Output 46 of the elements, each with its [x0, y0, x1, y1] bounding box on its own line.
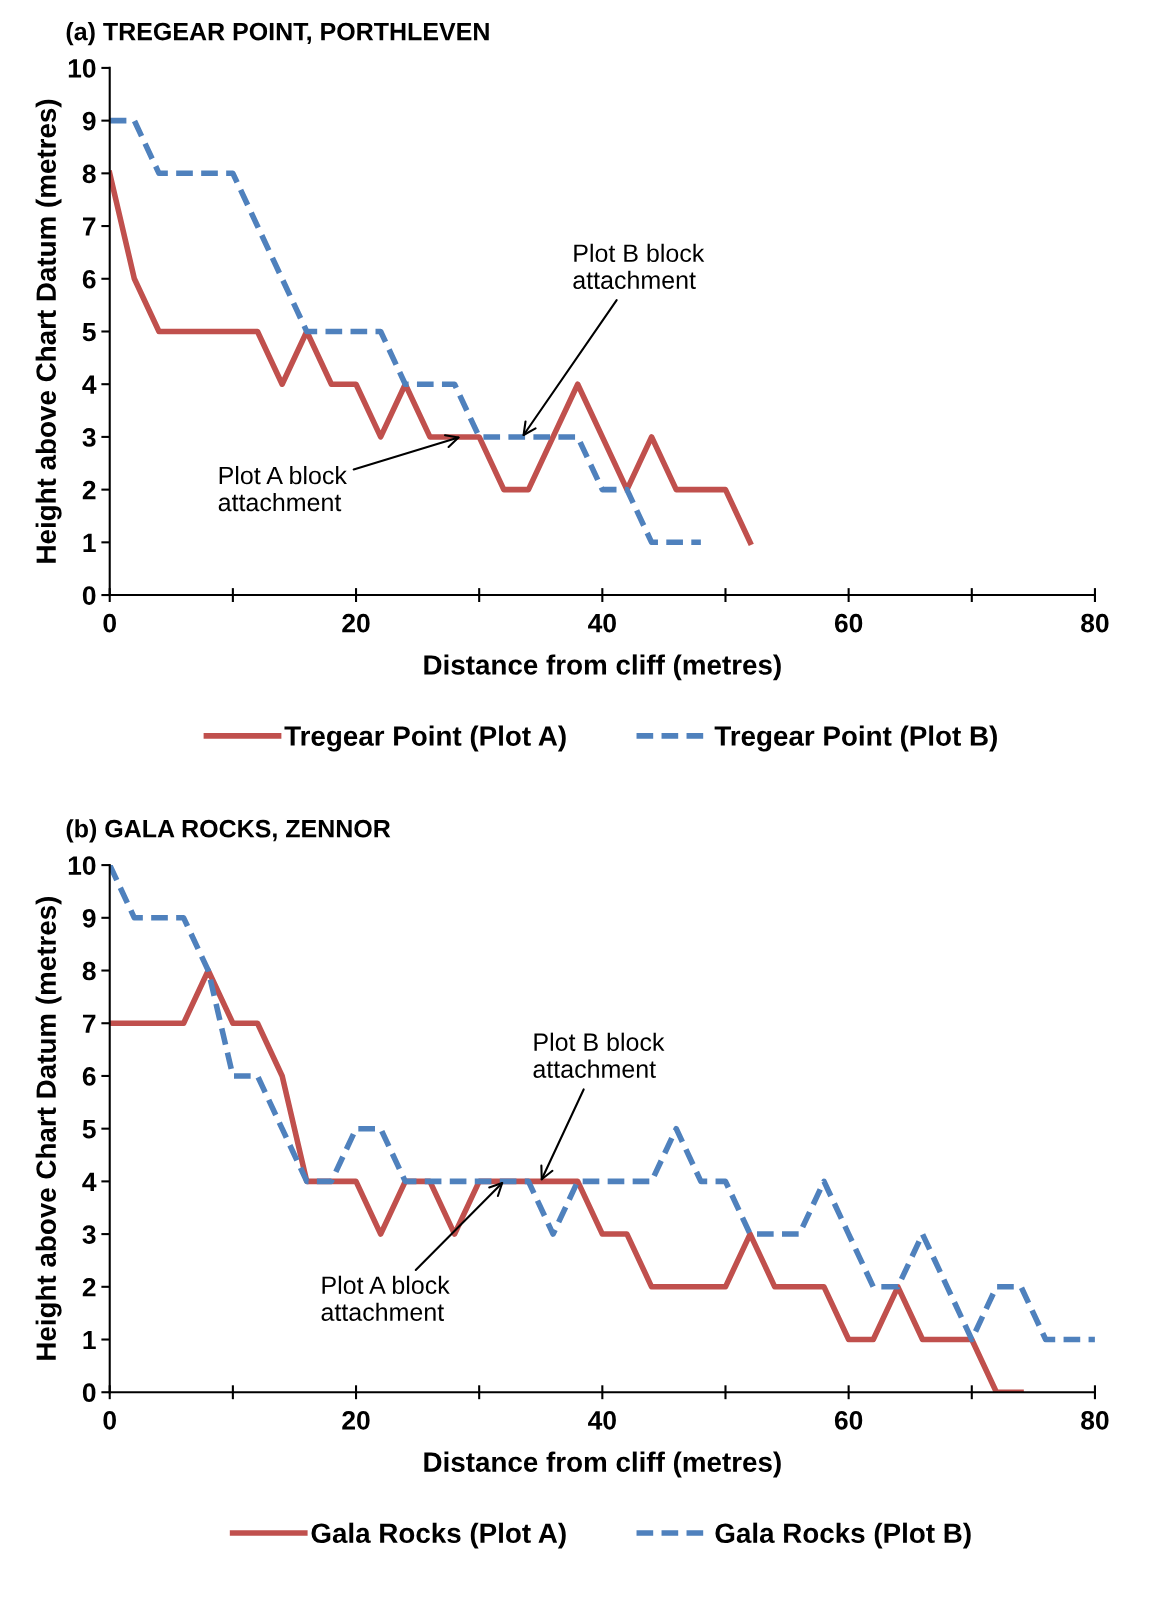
x-tick-label: 80 — [1081, 613, 1109, 633]
y-tick-label: 7 — [82, 217, 96, 236]
y-tick-label: 6 — [82, 269, 96, 289]
x-tick-label: 80 — [1081, 1410, 1109, 1430]
chart-title: (a) TREGEAR POINT, PORTHLEVEN — [66, 22, 489, 46]
y-tick-label: 6 — [82, 1067, 96, 1086]
x-tick-label: 40 — [588, 1410, 616, 1430]
y-axis-title: Height above Chart Datum (metres) — [35, 99, 62, 563]
annotation: Plot B block attachment — [573, 243, 705, 290]
y-tick-label: 9 — [82, 908, 96, 928]
y-tick-label: 7 — [82, 1014, 96, 1033]
y-tick-label: 4 — [82, 375, 97, 394]
x-axis-title: Distance from cliff (metres) — [424, 654, 781, 681]
y-tick-label: 1 — [83, 533, 96, 552]
annotation: Plot B block attachment — [533, 1032, 665, 1078]
y-tick-label: 10 — [68, 856, 96, 875]
annotation: Plot A block attachment — [218, 465, 347, 512]
y-tick-label: 4 — [82, 1172, 97, 1191]
y-tick-label: 3 — [82, 1225, 96, 1244]
x-tick-label: 20 — [342, 613, 370, 633]
legend-label: Tregear Point (Plot A) — [284, 725, 566, 752]
y-tick-label: 5 — [82, 322, 96, 342]
y-tick-label: 2 — [82, 480, 96, 500]
x-axis-title: Distance from cliff (metres) — [424, 1451, 781, 1478]
x-tick-label: 0 — [103, 613, 116, 633]
y-axis-title: Height above Chart Datum (metres) — [35, 896, 62, 1360]
y-tick-label: 9 — [82, 111, 96, 131]
x-tick-label: 0 — [103, 1410, 116, 1430]
annotation: Plot A block attachment — [321, 1275, 450, 1321]
x-tick-label: 60 — [834, 1410, 863, 1430]
legend-label: Gala Rocks (Plot B) — [715, 1522, 971, 1549]
legend-label: Tregear Point (Plot B) — [714, 725, 997, 752]
y-tick-label: 0 — [82, 586, 96, 605]
x-tick-label: 60 — [834, 613, 863, 633]
y-tick-label: 8 — [82, 164, 96, 184]
y-tick-label: 0 — [82, 1383, 96, 1403]
y-tick-label: 5 — [82, 1120, 96, 1139]
y-tick-label: 8 — [82, 961, 96, 981]
x-tick-label: 40 — [588, 613, 616, 633]
chart-title: (b) GALA ROCKS, ZENNOR — [66, 819, 391, 843]
x-tick-label: 20 — [342, 1410, 370, 1430]
y-tick-label: 10 — [68, 59, 96, 78]
y-tick-label: 1 — [83, 1330, 96, 1350]
legend-label: Gala Rocks (Plot A) — [311, 1522, 566, 1549]
y-tick-label: 3 — [82, 428, 96, 447]
y-tick-label: 2 — [82, 1277, 96, 1297]
